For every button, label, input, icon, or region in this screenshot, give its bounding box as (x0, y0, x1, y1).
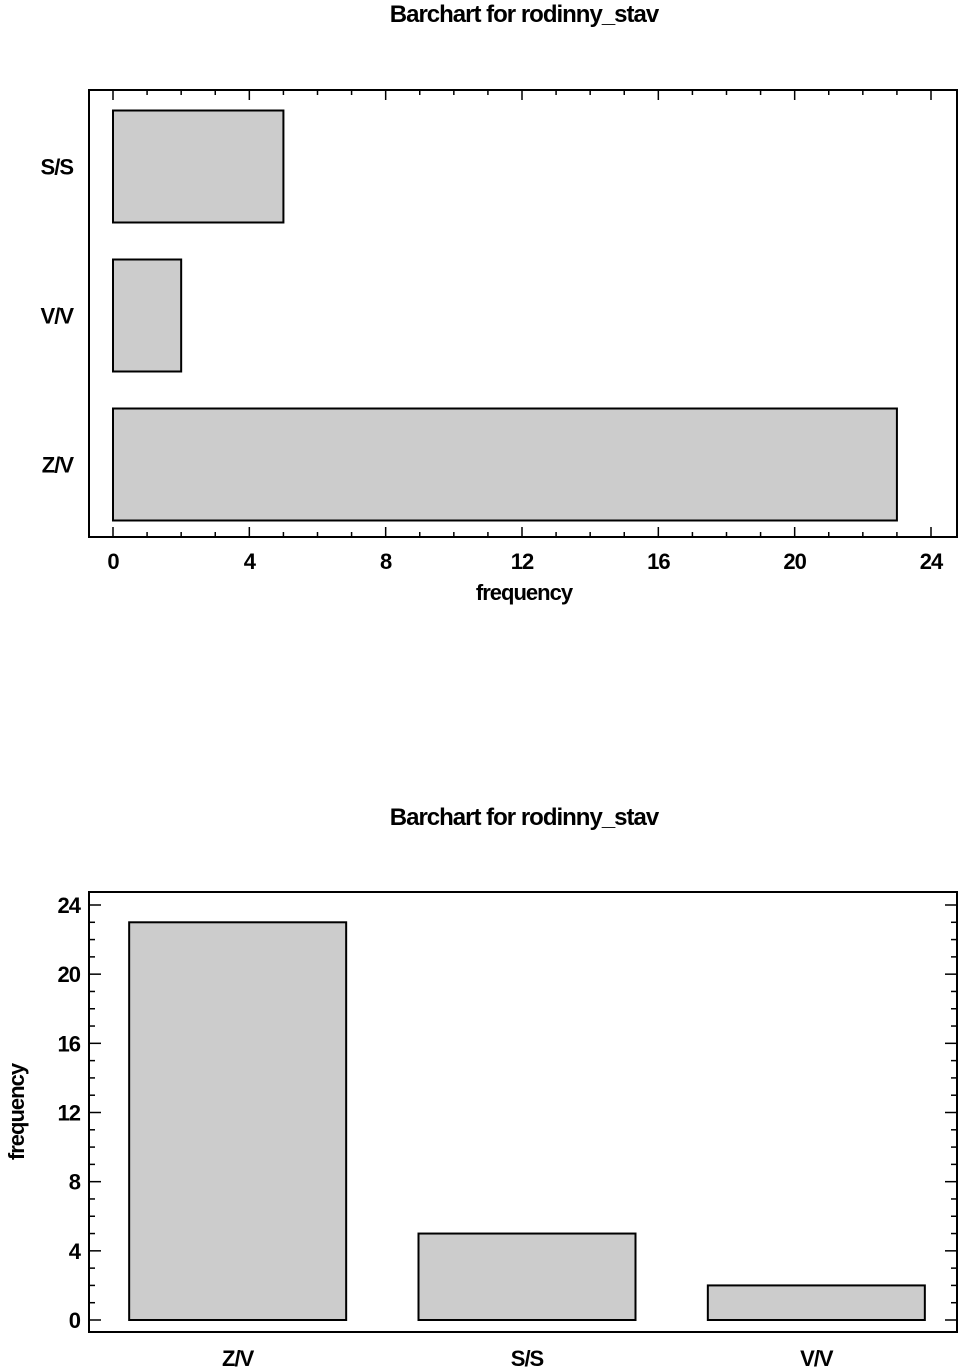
chart1-bars (112, 109, 898, 522)
chart1-x-tick-label: 20 (783, 549, 806, 574)
chart2-y-tick-label: 16 (58, 1031, 81, 1056)
chart2-category-label: Z/V (222, 1346, 255, 1371)
chart1-bar-V-V (112, 258, 183, 373)
chart2-y-tick-labels: 0 4 8 12 16 20 24 (58, 893, 83, 1333)
chart2-y-tick-label: 8 (69, 1170, 81, 1195)
chart2-bars (128, 921, 926, 1322)
chart1-x-axis-label: frequency (476, 580, 574, 605)
chart1-category-labels: Z/V V/V S/S (41, 155, 76, 478)
chart2-y-tick-label: 24 (58, 893, 82, 918)
chart2-y-tick-label: 0 (69, 1308, 81, 1333)
chart2-bar-Z-V (128, 921, 348, 1322)
chart2-y-tick-label: 4 (69, 1239, 82, 1264)
chart1-x-tick-label: 16 (647, 549, 670, 574)
chart1-x-tick-label: 0 (107, 549, 119, 574)
chart2-bar-S-S (417, 1232, 637, 1321)
chart1-title: Barchart for rodinny_stav (390, 1, 660, 28)
chart2-category-labels: Z/V S/S V/V (222, 1346, 835, 1371)
chart1-x-tick-label: 4 (244, 549, 257, 574)
horizontal-barchart: Barchart for rodinny_stav Z/V V/V S/S 0 4 8 1… (41, 1, 958, 605)
chart2-y-tick-label: 12 (58, 1101, 81, 1126)
chart1-category-label: Z/V (42, 453, 75, 478)
chart1-x-tick-labels: 0 4 8 12 16 20 24 (107, 549, 945, 574)
chart2-y-ticks (89, 904, 957, 1321)
chart1-x-tick-label: 8 (380, 549, 392, 574)
chart1-bar-S-S (112, 109, 285, 224)
chart1-category-label: V/V (41, 304, 75, 329)
chart2-title: Barchart for rodinny_stav (390, 804, 660, 831)
vertical-barchart: Barchart for rodinny_stav Z/V S/S V/V 0 4 8 1… (4, 804, 958, 1371)
chart1-category-label: S/S (41, 155, 74, 180)
chart1-x-tick-label: 12 (511, 549, 534, 574)
chart2-y-axis-label: frequency (4, 1062, 29, 1160)
chart2-category-label: V/V (800, 1346, 834, 1371)
chart1-bar-Z-V (112, 407, 898, 522)
chart2-y-tick-label: 20 (58, 962, 81, 987)
chart2-bar-V-V (706, 1284, 926, 1321)
chart1-x-tick-label: 24 (920, 549, 944, 574)
chart2-category-label: S/S (511, 1346, 544, 1371)
chart1-x-ticks (112, 90, 932, 537)
chart1-plot-frame (88, 89, 958, 538)
